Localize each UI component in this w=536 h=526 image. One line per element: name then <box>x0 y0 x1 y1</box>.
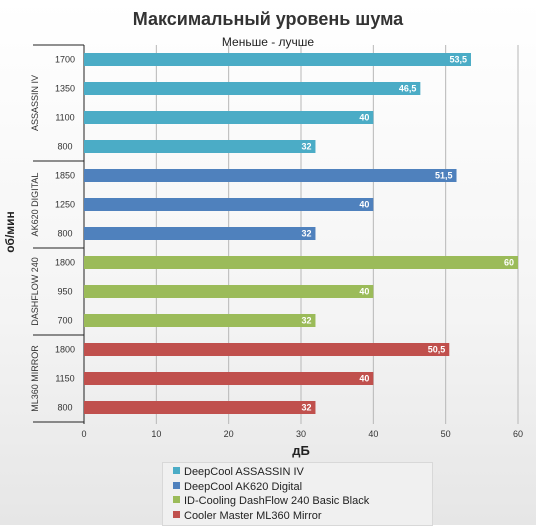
legend-swatch <box>173 482 180 489</box>
bar-value-label: 40 <box>359 374 369 384</box>
x-tick-label: 40 <box>368 429 378 439</box>
x-tick-label: 0 <box>81 429 86 439</box>
x-tick-label: 10 <box>151 429 161 439</box>
bar <box>84 111 373 124</box>
x-axis-title: дБ <box>292 443 310 458</box>
rpm-label: 1800 <box>55 345 75 355</box>
bar <box>84 169 457 182</box>
legend-item: DeepCool ASSASSIN IV <box>173 465 304 480</box>
legend-label: DeepCool ASSASSIN IV <box>184 466 304 478</box>
chart-legend: DeepCool ASSASSIN IV DeepCool AK620 Digit… <box>162 462 433 526</box>
bar <box>84 314 315 327</box>
legend-label: DeepCool AK620 Digital <box>184 481 302 493</box>
legend-item: ID-Cooling DashFlow 240 Basic Black <box>173 494 369 509</box>
bar-value-label: 32 <box>301 316 311 326</box>
legend-swatch <box>173 511 180 518</box>
bar-value-label: 50,5 <box>428 345 446 355</box>
rpm-label: 1850 <box>55 171 75 181</box>
bar-value-label: 32 <box>301 403 311 413</box>
rpm-label: 1700 <box>55 55 75 65</box>
rpm-label: 800 <box>57 142 72 152</box>
rpm-label: 1350 <box>55 84 75 94</box>
rpm-label: 700 <box>57 316 72 326</box>
rpm-label: 1250 <box>55 200 75 210</box>
bar-value-label: 32 <box>301 229 311 239</box>
rpm-label: 1800 <box>55 258 75 268</box>
bar-value-label: 53,5 <box>449 55 467 65</box>
bar <box>84 82 420 95</box>
chart-subtitle: Меньше - лучше <box>0 35 536 49</box>
bar-value-label: 40 <box>359 200 369 210</box>
group-label: DASHFLOW 240 <box>30 257 40 326</box>
legend-item: Cooler Master ML360 Mirror <box>173 509 322 524</box>
bar-value-label: 40 <box>359 113 369 123</box>
chart-title: Максимальный уровень шума <box>0 9 536 30</box>
x-tick-label: 30 <box>296 429 306 439</box>
bar <box>84 372 373 385</box>
bar-value-label: 32 <box>301 142 311 152</box>
bar-value-label: 40 <box>359 287 369 297</box>
bar-value-label: 46,5 <box>399 84 417 94</box>
legend-swatch <box>173 496 180 503</box>
legend-label: ID-Cooling DashFlow 240 Basic Black <box>184 495 369 507</box>
rpm-label: 800 <box>57 229 72 239</box>
rpm-label: 950 <box>57 287 72 297</box>
x-tick-label: 60 <box>513 429 523 439</box>
bar <box>84 198 373 211</box>
group-label: ML360 MIRROR <box>30 345 40 412</box>
bar <box>84 401 315 414</box>
group-label: AK620 DIGITAL <box>30 173 40 237</box>
legend-swatch <box>173 467 180 474</box>
bar <box>84 256 518 269</box>
bar <box>84 285 373 298</box>
y-axis-title: об/мин <box>3 211 17 253</box>
rpm-label: 800 <box>57 403 72 413</box>
bar <box>84 227 315 240</box>
legend-label: Cooler Master ML360 Mirror <box>184 510 322 522</box>
legend-item: DeepCool AK620 Digital <box>173 480 302 495</box>
bar <box>84 53 471 66</box>
bar-value-label: 60 <box>504 258 514 268</box>
rpm-label: 1100 <box>55 113 74 123</box>
group-label: ASSASSIN IV <box>30 75 40 131</box>
x-tick-label: 20 <box>224 429 234 439</box>
bar-value-label: 51,5 <box>435 171 453 181</box>
rpm-label: 1150 <box>55 374 74 384</box>
x-tick-label: 50 <box>441 429 451 439</box>
bar <box>84 343 449 356</box>
bar <box>84 140 315 153</box>
